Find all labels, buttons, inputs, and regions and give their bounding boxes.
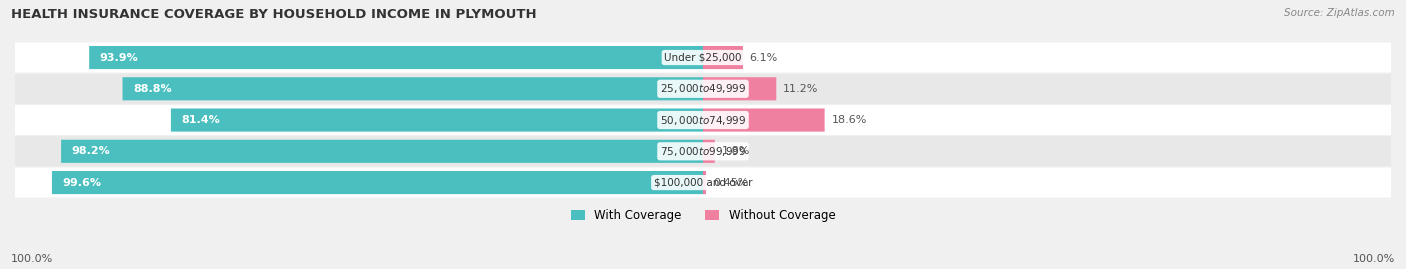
FancyBboxPatch shape [52,171,703,194]
FancyBboxPatch shape [89,46,703,69]
Text: 18.6%: 18.6% [831,115,868,125]
Text: 1.8%: 1.8% [721,146,749,156]
Text: 81.4%: 81.4% [181,115,221,125]
FancyBboxPatch shape [15,74,1391,104]
FancyBboxPatch shape [122,77,703,100]
FancyBboxPatch shape [172,108,703,132]
Text: $50,000 to $74,999: $50,000 to $74,999 [659,114,747,126]
Text: 11.2%: 11.2% [783,84,818,94]
Text: 98.2%: 98.2% [72,146,110,156]
Text: 100.0%: 100.0% [11,254,53,264]
FancyBboxPatch shape [703,108,825,132]
FancyBboxPatch shape [703,171,706,194]
FancyBboxPatch shape [703,140,714,163]
Text: HEALTH INSURANCE COVERAGE BY HOUSEHOLD INCOME IN PLYMOUTH: HEALTH INSURANCE COVERAGE BY HOUSEHOLD I… [11,8,537,21]
FancyBboxPatch shape [15,105,1391,135]
Text: 88.8%: 88.8% [134,84,172,94]
Text: 6.1%: 6.1% [749,52,778,62]
FancyBboxPatch shape [15,136,1391,166]
Text: 0.45%: 0.45% [713,178,748,187]
Text: Under $25,000: Under $25,000 [664,52,742,62]
Text: 100.0%: 100.0% [1353,254,1395,264]
Text: $25,000 to $49,999: $25,000 to $49,999 [659,82,747,95]
Text: 99.6%: 99.6% [62,178,101,187]
Legend: With Coverage, Without Coverage: With Coverage, Without Coverage [565,204,841,227]
FancyBboxPatch shape [15,43,1391,73]
Text: Source: ZipAtlas.com: Source: ZipAtlas.com [1284,8,1395,18]
Text: $100,000 and over: $100,000 and over [654,178,752,187]
FancyBboxPatch shape [703,46,742,69]
Text: $75,000 to $99,999: $75,000 to $99,999 [659,145,747,158]
FancyBboxPatch shape [15,168,1391,197]
Text: 93.9%: 93.9% [100,52,138,62]
FancyBboxPatch shape [60,140,703,163]
FancyBboxPatch shape [703,77,776,100]
